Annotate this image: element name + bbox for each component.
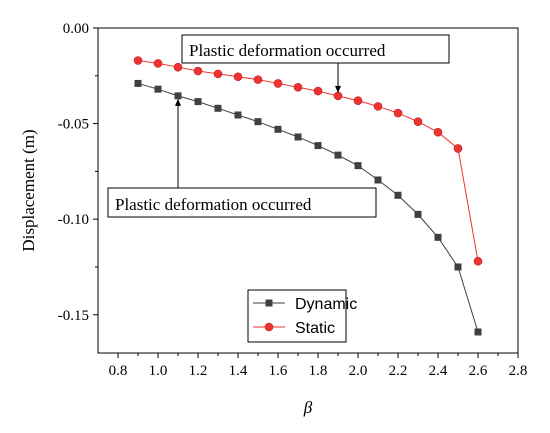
annotation-text: Plastic deformation occurred	[189, 41, 386, 60]
data-point-dynamic	[194, 98, 202, 106]
y-tick-label: 0.00	[63, 21, 89, 37]
legend-label-static: Static	[295, 320, 335, 337]
data-point-static	[213, 69, 223, 79]
annotation-arrowhead	[335, 85, 341, 93]
y-tick-label: -0.15	[58, 308, 89, 324]
x-tick-label: 2.8	[509, 363, 528, 379]
annotation-box	[107, 187, 377, 218]
data-point-static	[153, 59, 163, 68]
data-point-dynamic	[414, 210, 422, 218]
annotation-arrowhead	[175, 98, 181, 106]
annotations-layer: Plastic deformation occurred Plastic defo…	[107, 34, 450, 218]
x-axis-label: β	[303, 398, 313, 417]
data-point-dynamic	[234, 111, 242, 119]
data-point-static	[393, 108, 403, 118]
data-point-dynamic	[294, 133, 302, 141]
data-point-dynamic	[134, 79, 142, 87]
plot-area-frame	[97, 27, 519, 354]
data-point-static	[133, 56, 143, 65]
data-point-static	[313, 86, 323, 96]
data-point-static	[353, 96, 363, 105]
data-point-dynamic	[174, 92, 182, 100]
data-point-dynamic	[334, 151, 342, 159]
legend-marker-dynamic	[265, 299, 273, 307]
x-tick-label: 1.6	[269, 363, 288, 379]
data-point-static	[473, 256, 483, 266]
x-tick-label: 1.4	[229, 363, 248, 379]
x-tick-label: 2.6	[469, 363, 488, 379]
y-tick-label: -0.10	[58, 212, 89, 228]
data-point-static	[173, 62, 183, 72]
annotation-box	[181, 34, 450, 64]
x-tick-label: 1.0	[149, 363, 168, 379]
data-point-static	[293, 82, 303, 92]
data-point-dynamic	[254, 118, 262, 126]
data-point-static	[333, 91, 343, 101]
x-tick-label: 1.2	[189, 363, 208, 379]
data-point-dynamic	[434, 233, 442, 241]
data-point-static	[433, 127, 443, 137]
x-tick-label: 0.8	[109, 363, 128, 379]
x-tick-label: 2.2	[389, 363, 408, 379]
data-point-dynamic	[354, 162, 362, 170]
series-layer	[133, 56, 483, 336]
data-point-static	[273, 79, 283, 88]
y-axis-label: Displacement (m)	[19, 129, 38, 251]
legend-label-dynamic: Dynamic	[295, 296, 357, 313]
data-point-dynamic	[274, 125, 282, 133]
data-point-static	[413, 117, 423, 126]
annotation-text: Plastic deformation occurred	[115, 195, 312, 214]
x-tick-label: 2.4	[429, 363, 448, 379]
legend: Dynamic Static	[247, 289, 357, 343]
data-point-static	[373, 102, 383, 111]
legend-box	[247, 289, 347, 343]
legend-marker-static	[264, 322, 274, 332]
data-point-dynamic	[454, 263, 462, 271]
data-point-dynamic	[314, 142, 322, 150]
data-point-dynamic	[374, 176, 382, 184]
data-point-static	[453, 144, 463, 153]
x-tick-label: 2.0	[349, 363, 368, 379]
x-tick-label: 1.8	[309, 363, 328, 379]
data-point-static	[253, 75, 263, 84]
series-line-static	[137, 60, 479, 262]
data-point-dynamic	[474, 328, 482, 336]
data-point-dynamic	[394, 191, 402, 199]
y-tick-label: -0.05	[58, 117, 89, 133]
data-point-dynamic	[154, 85, 162, 93]
data-point-static	[193, 66, 203, 76]
data-point-static	[233, 72, 243, 82]
data-point-dynamic	[214, 104, 222, 112]
ticks-layer: 0.8 1.0 1.2 1.4 1.6 1.8 2.0 2.2 2.4 2.6 2.8 0.00 -0.…	[58, 21, 528, 379]
